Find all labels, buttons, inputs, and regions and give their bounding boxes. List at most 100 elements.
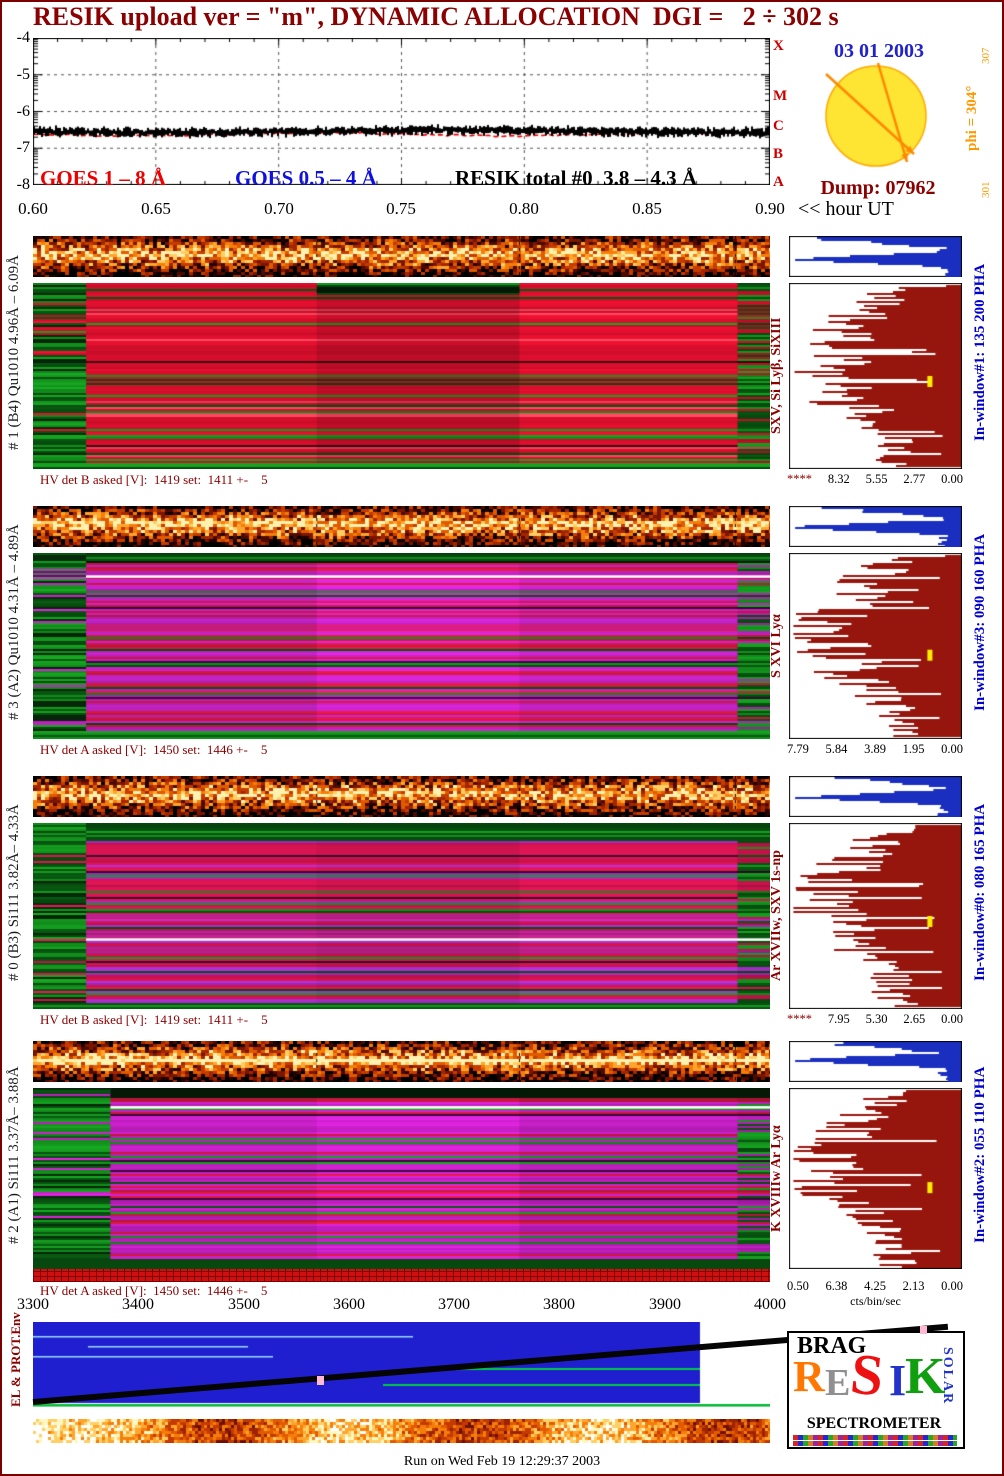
scale-value: 5.30 bbox=[865, 1012, 888, 1026]
observation-date: 03 01 2003 bbox=[834, 40, 924, 62]
legend-resik-total: RESIK total #0 3.8 – 4.3 Å bbox=[455, 166, 698, 190]
bottom-xtick: 3500 bbox=[228, 1296, 260, 1313]
roll-num-top: 307 bbox=[980, 47, 992, 65]
panel4-scale-row: 0.50 6.38 4.25 2.13 0.00 bbox=[787, 1279, 963, 1294]
phi-angle-label: phi = 304° bbox=[964, 85, 980, 151]
panel2-line-id-label: S XVI Lyα bbox=[769, 614, 784, 678]
panel4-hv-text: HV det A asked [V]: 1450 set: 1446 +- 5 bbox=[40, 1283, 268, 1298]
goes-class-letter: C bbox=[773, 118, 784, 134]
panel2-left-label: # 3 (A2) Qu1010 4.31Å – 4.89Å bbox=[6, 524, 22, 721]
goes-xtick: 0.65 bbox=[141, 199, 171, 218]
goes-class-letter: M bbox=[773, 88, 788, 104]
panel4-profile-histogram-red bbox=[789, 1088, 962, 1269]
panel3-raw-strip bbox=[33, 776, 770, 817]
bottom-xtick: 3700 bbox=[438, 1296, 470, 1313]
logo-letter-s: S bbox=[847, 1340, 887, 1409]
goes-xtick: 0.85 bbox=[632, 199, 662, 218]
goes-xtick: 0.90 bbox=[755, 199, 785, 218]
panel4-raw-strip bbox=[33, 1041, 770, 1082]
panel2-spectrogram bbox=[33, 553, 770, 739]
panel4-pha-histogram-blue bbox=[789, 1041, 962, 1082]
scale-value: 0.00 bbox=[941, 742, 963, 756]
scale-value: 7.79 bbox=[787, 742, 809, 756]
goes-ytick: -8 bbox=[16, 176, 30, 193]
panel1-raw-strip bbox=[33, 236, 770, 277]
thermal-strip bbox=[33, 1419, 770, 1443]
panel2-pha-histogram-blue bbox=[789, 506, 962, 547]
scale-value: 4.25 bbox=[864, 1279, 886, 1293]
panel4-left-label: # 2 (A1) Si111 3.37Å– 3.88Å bbox=[6, 1066, 22, 1244]
goes-xtick: 0.75 bbox=[386, 199, 416, 218]
dump-number: Dump: 07962 bbox=[820, 177, 936, 199]
panel3-left-label: # 0 (B3) Si111 3.82Å– 4.33Å bbox=[6, 804, 22, 981]
panel3-profile-histogram-red bbox=[789, 823, 962, 1009]
panel1-scale-row: **** 8.32 5.55 2.77 0.00 bbox=[787, 472, 963, 487]
scale-value: **** bbox=[787, 472, 812, 486]
goes-lightcurve-plot bbox=[33, 38, 770, 185]
cts-units-label: cts/bin/sec bbox=[850, 1294, 901, 1308]
logo-brag-text: BRAG bbox=[797, 1333, 867, 1359]
page-title: RESIK upload ver = "m", DYNAMIC ALLOCATI… bbox=[33, 2, 839, 31]
goes-ytick: -7 bbox=[16, 139, 30, 156]
goes-class-letter: A bbox=[773, 174, 784, 190]
panel2-profile-histogram-red bbox=[789, 553, 962, 739]
panel2-hv-text: HV det A asked [V]: 1450 set: 1446 +- 5 bbox=[40, 742, 268, 757]
logo-spectrometer-text: SPECTROMETER bbox=[806, 1415, 942, 1432]
panel3-line-id-label: Ar XVIIw, SXV 1s-np bbox=[769, 850, 784, 982]
bottom-xtick: 3900 bbox=[649, 1296, 681, 1313]
panel1-window-label: In-window#1: 135 200 PHA bbox=[972, 263, 988, 442]
panel4-spectrogram bbox=[33, 1088, 770, 1269]
panel1-left-label: # 1 (B4) Qu1010 4.96Å – 6.09Å bbox=[6, 255, 22, 450]
scale-value: 0.50 bbox=[787, 1279, 809, 1293]
logo-letter-k: K bbox=[905, 1348, 946, 1405]
bottom-xtick: 3600 bbox=[333, 1296, 365, 1313]
scale-value: 6.38 bbox=[825, 1279, 848, 1293]
env-left-label: EL & PROT.Env bbox=[8, 1312, 23, 1407]
logo-letter-r: R bbox=[793, 1352, 825, 1401]
scale-value: **** bbox=[787, 1012, 812, 1026]
roll-num-bottom: 301 bbox=[980, 181, 992, 199]
scale-value: 8.32 bbox=[827, 472, 850, 486]
scale-value: 0.00 bbox=[941, 472, 963, 486]
logo-letter-e: E bbox=[825, 1362, 851, 1404]
env-trace-gap-mark bbox=[920, 1326, 927, 1334]
scale-value: 2.77 bbox=[903, 472, 926, 486]
panel2-raw-strip bbox=[33, 506, 770, 547]
legend-goes-1-8: GOES 1 – 8 Å bbox=[40, 166, 167, 190]
logo-fineprint-line bbox=[793, 1441, 957, 1446]
resik-logo-box: BRAG R E S I K SOLAR SPECTROMETER bbox=[787, 1331, 965, 1449]
panel1-spectrogram bbox=[33, 283, 770, 469]
logo-fineprint-line bbox=[793, 1435, 957, 1440]
panel4-grid-strip bbox=[33, 1269, 770, 1282]
panel1-profile-histogram-red bbox=[789, 283, 962, 469]
run-timestamp: Run on Wed Feb 19 12:29:37 2003 bbox=[403, 1454, 601, 1469]
panel1-line-id-label: SXV, Si Lyβ, SiXIII bbox=[769, 317, 784, 435]
bottom-xtick: 4000 bbox=[754, 1296, 786, 1313]
bottom-xtick: 3800 bbox=[543, 1296, 575, 1313]
bottom-xtick: 3300 bbox=[17, 1296, 49, 1313]
scale-value: 7.95 bbox=[827, 1012, 850, 1026]
panel3-spectrogram bbox=[33, 823, 770, 1009]
goes-ytick: -6 bbox=[16, 103, 30, 120]
goes-class-letter: X bbox=[773, 38, 784, 54]
panel3-pha-histogram-blue bbox=[789, 776, 962, 817]
panel2-scale-row: 7.79 5.84 3.89 1.95 0.00 bbox=[787, 742, 963, 757]
panel3-scale-row: **** 7.95 5.30 2.65 0.00 bbox=[787, 1012, 963, 1027]
goes-class-letter: B bbox=[773, 146, 784, 162]
goes-xtick: 0.70 bbox=[264, 199, 294, 218]
goes-ytick: -4 bbox=[16, 29, 30, 46]
goes-xtick: 0.60 bbox=[18, 199, 48, 218]
scale-value: 5.84 bbox=[825, 742, 848, 756]
scale-value: 2.65 bbox=[903, 1012, 926, 1026]
sun-disk-diagram bbox=[812, 62, 948, 174]
panel1-hv-text: HV det B asked [V]: 1419 set: 1411 +- 5 bbox=[40, 472, 268, 487]
legend-goes-05-4: GOES 0.5 – 4 Å bbox=[235, 166, 377, 190]
panel4-line-id-label: K XVIIIw Ar Lyα bbox=[769, 1125, 784, 1232]
goes-xtick: 0.80 bbox=[509, 199, 539, 218]
scale-value: 1.95 bbox=[902, 742, 925, 756]
hour-ut-label: << hour UT bbox=[798, 198, 894, 220]
scale-value: 5.55 bbox=[865, 472, 888, 486]
scale-value: 2.13 bbox=[902, 1279, 925, 1293]
env-trace-gap-mark bbox=[317, 1376, 324, 1385]
panel2-window-label: In-window#3: 090 160 PHA bbox=[972, 533, 988, 712]
